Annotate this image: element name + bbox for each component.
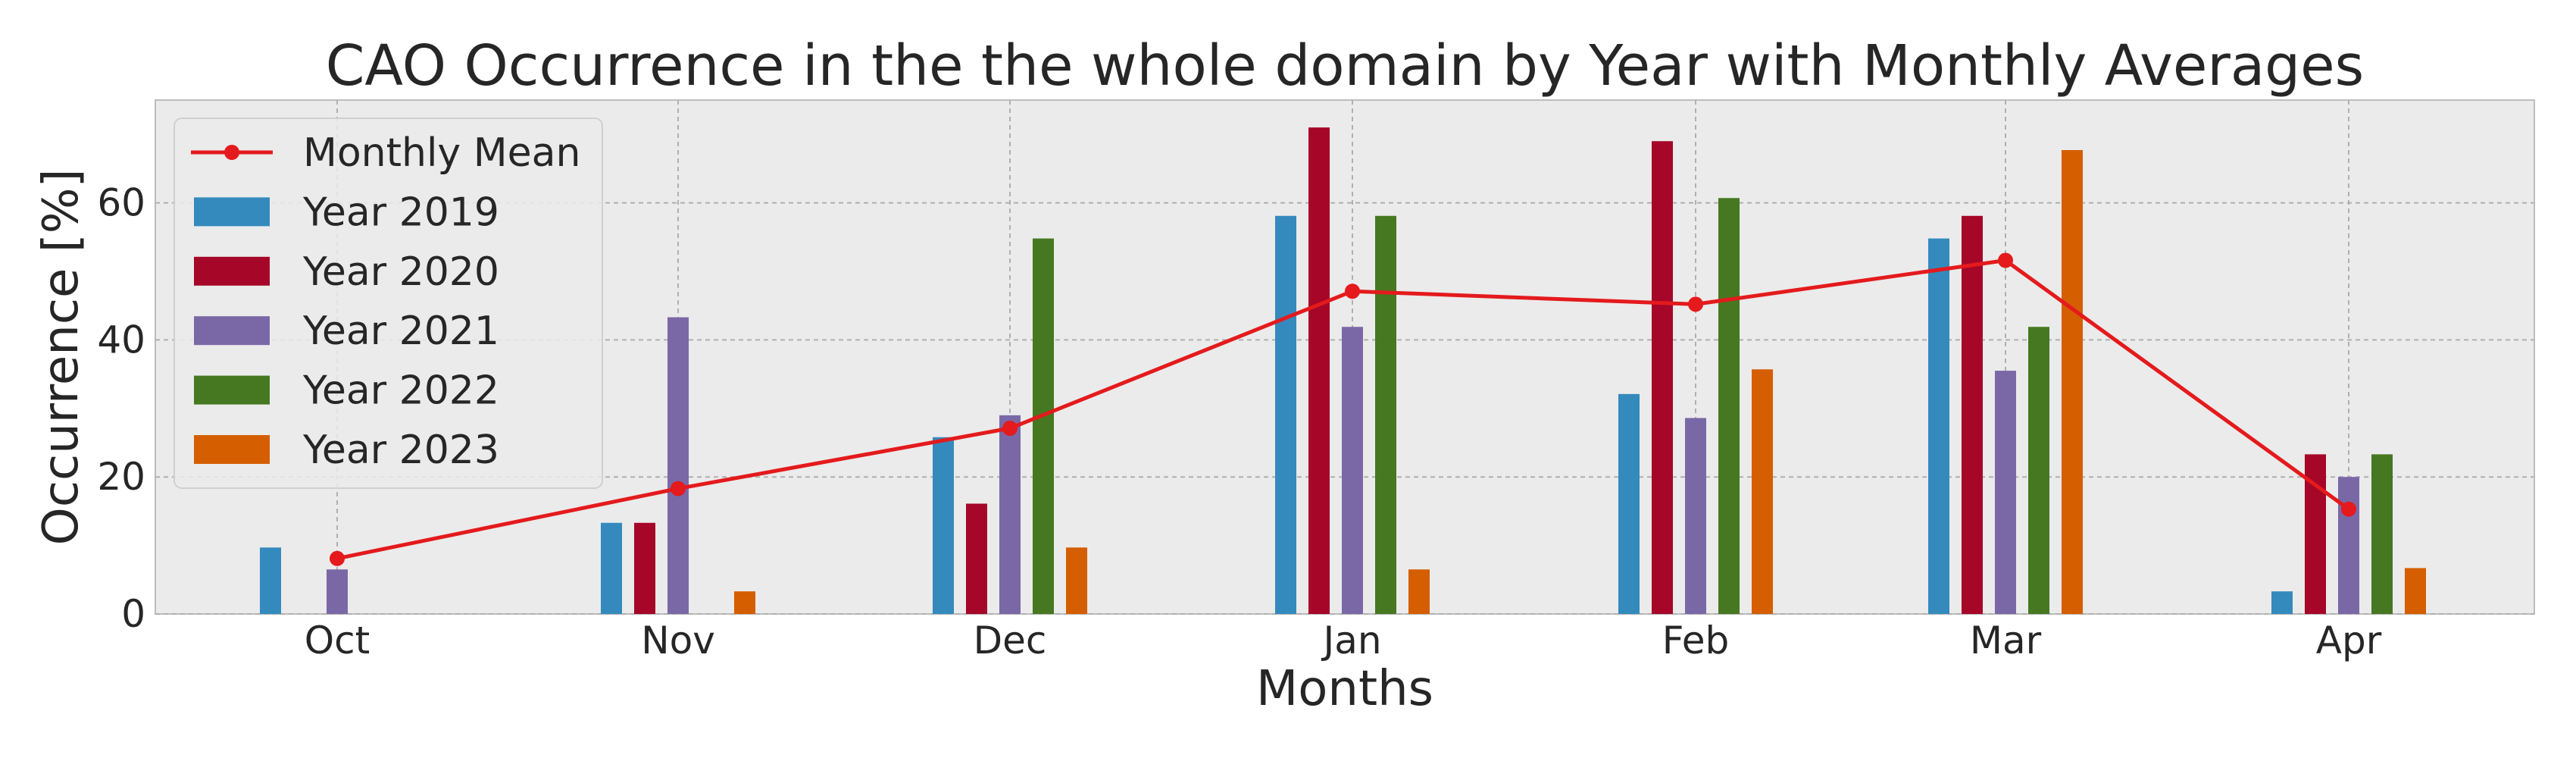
bar <box>1618 393 1640 614</box>
bar <box>1685 418 1706 614</box>
bar <box>1752 369 1773 614</box>
bar <box>2338 477 2359 614</box>
bar <box>1033 238 1054 614</box>
bar <box>2271 591 2293 614</box>
bar <box>1995 371 2016 614</box>
bar <box>327 569 348 614</box>
x-tick-label: Nov <box>641 619 715 662</box>
mean-point <box>1345 283 1360 299</box>
mean-point <box>330 550 345 566</box>
x-tick-label: Mar <box>1970 619 2042 662</box>
bar <box>1375 215 1396 614</box>
y-axis-label: Occurrence [%] <box>33 169 89 546</box>
bar <box>966 503 987 614</box>
y-tick-label: 60 <box>97 181 145 225</box>
bar <box>1275 215 1296 614</box>
legend-swatch <box>194 316 270 346</box>
legend-swatch <box>194 197 270 227</box>
mean-point <box>1998 252 2013 268</box>
bar <box>1342 327 1363 614</box>
bar <box>1718 198 1740 615</box>
legend-label: Year 2019 <box>302 190 499 235</box>
legend-label: Year 2023 <box>302 428 499 473</box>
legend: Monthly Mean Year 2019 Year 2020 Year 2021 Y… <box>174 117 603 489</box>
bar <box>667 317 689 614</box>
bar <box>2405 568 2426 614</box>
x-tick-label: Apr <box>2316 619 2382 662</box>
bar <box>734 591 755 614</box>
mean-point <box>2341 501 2356 517</box>
bar <box>2062 149 2083 614</box>
mean-point <box>1688 296 1703 312</box>
bar <box>634 522 655 614</box>
bar <box>1928 238 1949 614</box>
mean-point <box>671 481 686 496</box>
bar <box>933 437 954 614</box>
bar <box>1408 569 1430 614</box>
legend-label: Year 2022 <box>302 368 499 414</box>
bar <box>2028 327 2049 614</box>
legend-label: Monthly Mean <box>303 130 580 176</box>
legend-swatch <box>194 375 270 405</box>
mean-point <box>1002 421 1018 437</box>
chart-title: CAO Occurrence in the the whole domain b… <box>326 33 2365 99</box>
legend-label: Year 2021 <box>302 309 499 354</box>
bar <box>1066 547 1087 614</box>
bar <box>1308 127 1330 614</box>
bar <box>999 415 1021 614</box>
bar <box>2371 454 2393 614</box>
legend-swatch <box>194 256 270 286</box>
bar <box>1652 141 1673 615</box>
y-tick-label: 40 <box>97 318 145 362</box>
y-axis-ticks: 0 20 40 60 <box>97 181 145 636</box>
mean-line-group <box>330 252 2356 566</box>
x-tick-label: Feb <box>1662 619 1730 662</box>
y-tick-label: 20 <box>97 455 145 499</box>
bar <box>1962 215 1983 614</box>
x-tick-label: Dec <box>974 619 1047 662</box>
legend-marker <box>224 145 239 160</box>
bar <box>601 522 622 614</box>
x-axis-ticks: Oct Nov Dec Jan Feb Mar Apr <box>305 619 2382 662</box>
legend-swatch <box>194 435 270 464</box>
x-axis-label: Months <box>1256 661 1433 717</box>
x-tick-label: Jan <box>1321 619 1381 662</box>
bars <box>260 127 2426 615</box>
legend-label: Year 2020 <box>302 249 499 295</box>
bar <box>260 547 281 614</box>
legend-box <box>174 117 603 489</box>
y-tick-label: 0 <box>121 592 145 636</box>
x-tick-label: Oct <box>305 619 370 662</box>
